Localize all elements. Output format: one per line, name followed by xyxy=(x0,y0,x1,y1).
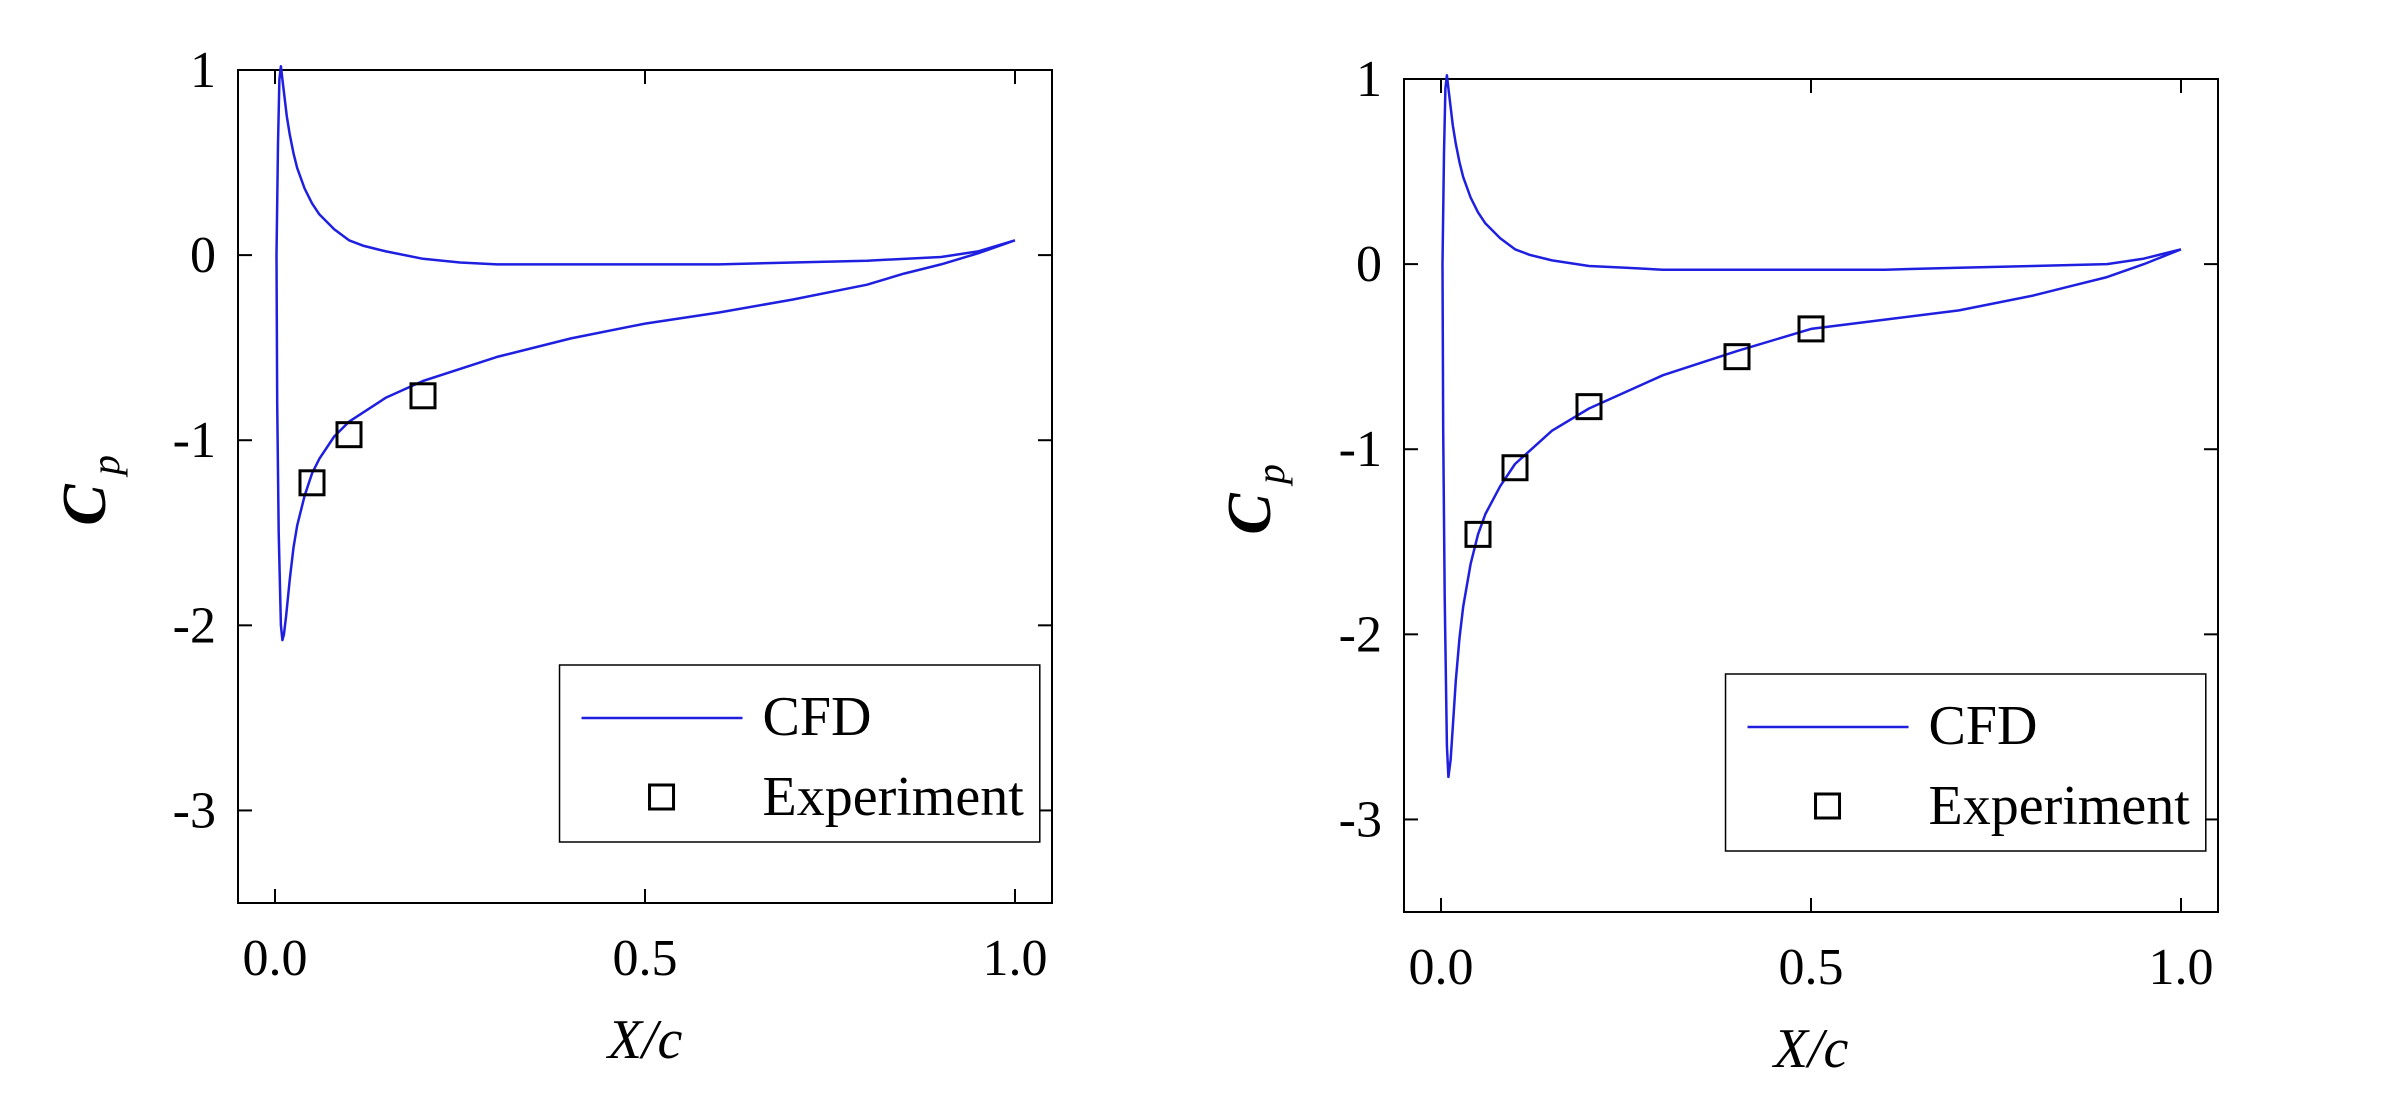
experiment-marker xyxy=(1575,393,1603,421)
cfd-series-line xyxy=(1441,74,2182,779)
experiment-marker xyxy=(409,382,437,410)
experiment-marker xyxy=(1797,315,1825,343)
y-axis-label-sub: p xyxy=(1248,464,1293,487)
x-tick-label: 0.0 xyxy=(1409,939,1474,996)
y-axis-label-main: C xyxy=(1216,493,1284,535)
legend-label-experiment: Experiment xyxy=(1929,775,2191,837)
x-axis-label: X/c xyxy=(1772,1018,1849,1080)
x-tick-label: 0.0 xyxy=(243,930,308,987)
y-tick-label: -3 xyxy=(173,782,216,839)
experiment-marker xyxy=(335,421,363,449)
y-axis-label-sub: p xyxy=(83,455,128,478)
experiment-marker xyxy=(1501,454,1529,482)
experiment-marker xyxy=(1723,343,1751,371)
x-tick-label: 0.5 xyxy=(1779,939,1844,996)
experiment-marker xyxy=(1464,520,1492,548)
y-tick-label: 1 xyxy=(190,42,216,99)
x-tick-label: 0.5 xyxy=(613,930,678,987)
y-tick-label: 0 xyxy=(1356,236,1382,293)
y-tick-label: 1 xyxy=(1356,51,1382,108)
chart-left: 1 0 -1 -2 -3 0.0 0.5 1.0 X/c Cp CFD Experiment xyxy=(51,42,1053,1071)
y-tick-label: 0 xyxy=(190,227,216,284)
y-tick-label: -1 xyxy=(173,412,216,469)
y-tick-label: -3 xyxy=(1339,791,1382,848)
legend-label-cfd: CFD xyxy=(1929,695,2038,757)
y-axis-label: Cp xyxy=(1216,464,1293,535)
y-axis-label-main: C xyxy=(51,484,119,526)
legend-marker-swatch xyxy=(1814,792,1842,820)
legend-box xyxy=(558,664,1041,843)
legend-box xyxy=(1724,673,2207,852)
x-tick-label: 1.0 xyxy=(2149,939,2214,996)
experiment-marker xyxy=(298,469,326,497)
x-axis-label: X/c xyxy=(606,1009,683,1071)
cfd-series-line xyxy=(275,65,1016,642)
chart-right: 1 0 -1 -2 -3 0.0 0.5 1.0 X/c Cp CFD Experiment xyxy=(1216,51,2219,1080)
y-axis-label: Cp xyxy=(51,455,128,526)
legend-marker-swatch xyxy=(648,783,676,811)
y-tick-label: -1 xyxy=(1339,421,1382,478)
x-tick-label: 1.0 xyxy=(983,930,1048,987)
legend-label-cfd: CFD xyxy=(763,686,872,748)
y-tick-label: -2 xyxy=(1339,606,1382,663)
y-tick-label: -2 xyxy=(173,597,216,654)
legend-label-experiment: Experiment xyxy=(763,766,1025,828)
